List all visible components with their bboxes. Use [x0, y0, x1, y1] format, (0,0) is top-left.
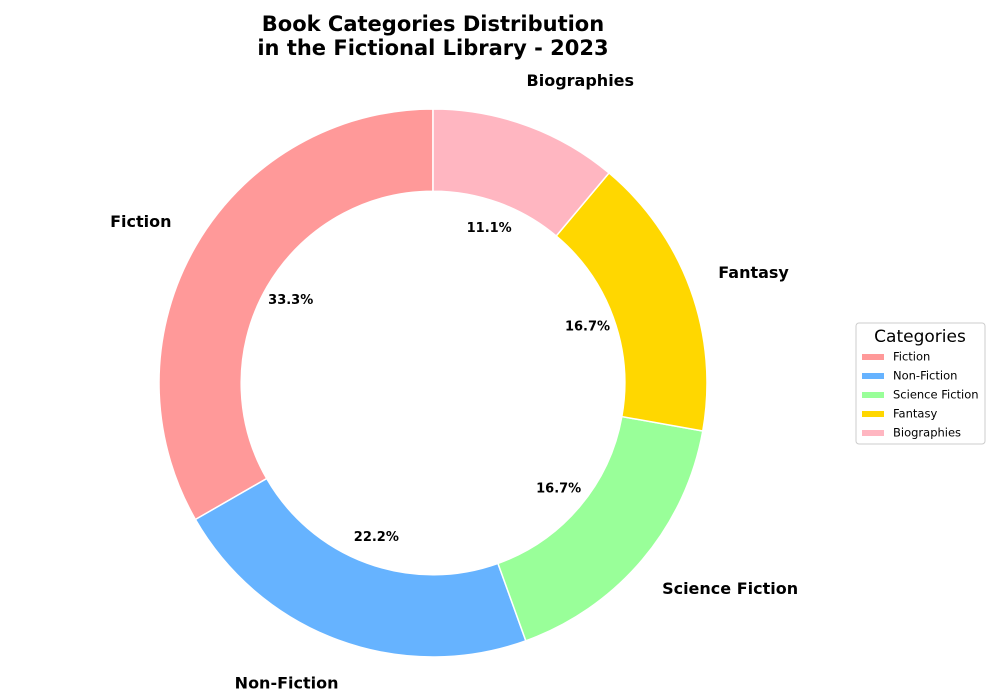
percent-label-biographies: 11.1%: [467, 221, 512, 236]
category-label-non-fiction: Non-Fiction: [235, 673, 339, 692]
slice-fantasy: [555, 171, 708, 432]
chart-title-line-1: Book Categories Distribution: [262, 12, 604, 36]
percent-label-science-fiction: 16.7%: [536, 481, 581, 496]
legend-swatch-fantasy: [862, 411, 884, 417]
category-label-biographies: Biographies: [527, 71, 635, 90]
percent-label-non-fiction: 22.2%: [354, 530, 399, 545]
legend-swatch-biographies: [862, 430, 884, 436]
legend-swatch-science-fiction: [862, 392, 884, 398]
donut-labels: Fiction 33.3% Non-Fiction 22.2% Science Fict…: [110, 71, 798, 692]
donut-slices: [158, 108, 708, 658]
legend-label-fiction: Fiction: [893, 350, 930, 364]
slice-non-fiction: [194, 477, 527, 658]
legend-frame: [855, 322, 986, 445]
slice-science-fiction: [497, 415, 704, 642]
legend-label-non-fiction: Non-Fiction: [893, 369, 957, 383]
legend-title: Categories: [874, 327, 966, 347]
category-label-science-fiction: Science Fiction: [662, 579, 798, 598]
legend-label-biographies: Biographies: [893, 426, 961, 440]
legend: Categories Fiction Non-Fiction Science Fic…: [855, 322, 986, 445]
slice-fiction: [158, 108, 434, 521]
percent-label-fantasy: 16.7%: [565, 319, 610, 334]
legend-swatch-fiction: [862, 354, 884, 360]
category-label-fiction: Fiction: [110, 212, 171, 231]
category-label-fantasy: Fantasy: [718, 263, 789, 282]
legend-label-fantasy: Fantasy: [893, 407, 937, 421]
legend-label-science-fiction: Science Fiction: [893, 388, 979, 402]
slice-biographies: [432, 108, 611, 238]
percent-label-fiction: 33.3%: [268, 293, 313, 308]
legend-swatch-non-fiction: [862, 373, 884, 379]
chart-title-line-2: in the Fictional Library - 2023: [257, 36, 608, 60]
